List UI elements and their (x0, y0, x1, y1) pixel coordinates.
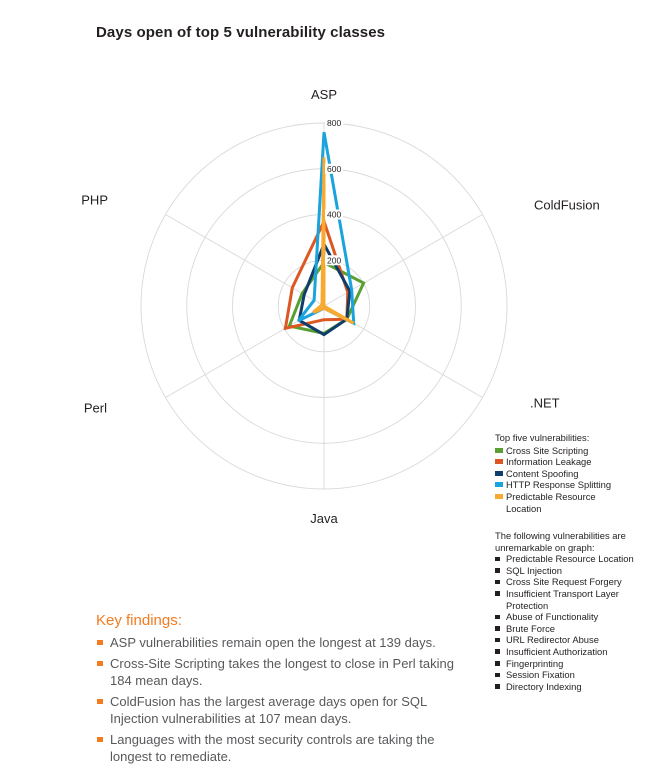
findings-heading: Key findings: (96, 612, 182, 629)
unremarkable-item: SQL Injection (495, 565, 652, 577)
series-line (312, 157, 355, 325)
legend-label: Content Spoofing (506, 467, 579, 479)
unremarkable-item: Abuse of Functionality (495, 611, 652, 623)
finding-text: Cross-Site Scripting takes the longest t… (110, 656, 454, 688)
radar-series (283, 131, 366, 337)
unremarkable-item: Brute Force (495, 623, 652, 635)
legend-item: Information Leakage (495, 456, 652, 468)
unremarkable-header: The following vulnerabilities are unrema… (495, 530, 626, 553)
grid-spoke (165, 214, 325, 307)
legend-item: Predictable Resource Location (495, 491, 624, 514)
unremarkable-item: URL Redirector Abuse (495, 634, 652, 646)
series-line (297, 240, 352, 337)
bullet-square-icon (495, 637, 500, 643)
legend: Top five vulnerabilities: Cross Site Scr… (495, 432, 652, 514)
finding-item: ColdFusion has the largest average days … (96, 693, 466, 727)
tick-label-bg (325, 163, 343, 174)
bullet-square-icon (97, 660, 103, 666)
unremarkable-label: Abuse of Functionality (506, 611, 599, 623)
legend-label: Information Leakage (506, 456, 592, 468)
bullet-square-icon (495, 614, 500, 620)
unremarkable-label: Directory Indexing (506, 680, 582, 692)
bullet-square-icon (495, 579, 500, 585)
legend-swatch (495, 493, 503, 499)
axis-label: Java (310, 511, 338, 526)
chart-title: Days open of top 5 vulnerability classes (96, 24, 386, 41)
finding-item: Cross-Site Scripting takes the longest t… (96, 655, 466, 689)
tick-label-bg (325, 118, 343, 128)
bullet-square-icon (495, 568, 500, 573)
unremarkable-item: Insufficient Authorization (495, 646, 652, 658)
unremarkable-item: Session Fixation (495, 669, 652, 681)
bullet-square-icon (495, 626, 500, 631)
unremarkable-label: URL Redirector Abuse (506, 634, 599, 646)
legend-item: Cross Site Scripting (495, 445, 652, 457)
tick-label-bg (325, 255, 343, 266)
legend-swatch (495, 447, 503, 453)
unremarkable-label: Insufficient Authorization (506, 645, 608, 657)
unremarkable-item: Directory Indexing (495, 681, 652, 693)
unremarkable-label: SQL Injection (506, 564, 562, 576)
bullet-square-icon (495, 672, 500, 678)
unremarkable-label: Session Fixation (506, 669, 575, 681)
unremarkable-item: Predictable Resource Location (495, 553, 652, 565)
axis-label: .NET (530, 396, 560, 411)
bullet-square-icon (495, 684, 500, 689)
radial-tick-label: 600 (327, 164, 341, 174)
radar-labels: 800 600 400 200 ASP ColdFusion .NET Java Perl PHP (81, 87, 600, 526)
unremarkable-label: Insufficient Transport Layer Protection (506, 587, 619, 611)
radial-tick-label: 800 (327, 118, 341, 128)
unremarkable-label: Cross Site Request Forgery (506, 576, 622, 588)
finding-item: Languages with the most security control… (96, 731, 466, 765)
finding-text: Languages with the most security control… (110, 732, 435, 764)
unremarkable-item: Insufficient Transport Layer Protection (495, 588, 634, 611)
tick-label-bg (325, 209, 343, 220)
unremarkable-label: Fingerprinting (506, 657, 564, 669)
unremarkable-label: Predictable Resource Location (506, 553, 634, 565)
bullet-square-icon (97, 639, 103, 645)
axis-label: ColdFusion (534, 198, 600, 213)
finding-text: ColdFusion has the largest average days … (110, 694, 427, 726)
legend-swatch (495, 482, 503, 488)
bullet-square-icon (495, 591, 500, 596)
legend-label: Cross Site Scripting (506, 444, 589, 456)
legend-item: Content Spoofing (495, 468, 652, 480)
unremarkable-label: Brute Force (506, 622, 555, 634)
unremarkable-item: Cross Site Request Forgery (495, 576, 652, 588)
unremarkable-list: The following vulnerabilities are unrema… (495, 530, 652, 692)
axis-label: Perl (84, 401, 107, 416)
legend-label: Predictable Resource Location (506, 490, 596, 514)
finding-item: ASP vulnerabilities remain open the long… (96, 634, 466, 651)
bullet-square-icon (495, 556, 500, 562)
radial-tick-label: 200 (327, 255, 341, 265)
finding-text: ASP vulnerabilities remain open the long… (110, 635, 436, 650)
bullet-square-icon (495, 661, 500, 666)
grid-spoke (165, 305, 325, 398)
bullet-square-icon (495, 649, 500, 654)
series-line (283, 217, 350, 331)
legend-swatch (495, 470, 503, 476)
axis-label: ASP (311, 87, 337, 102)
legend-swatch (495, 459, 503, 465)
axis-label: PHP (81, 193, 108, 208)
radial-tick-label: 400 (327, 210, 341, 220)
bullet-square-icon (97, 698, 103, 704)
legend-header: Top five vulnerabilities: (495, 432, 590, 443)
legend-label: HTTP Response Splitting (506, 479, 612, 491)
unremarkable-item: Fingerprinting (495, 658, 652, 670)
legend-item: HTTP Response Splitting (495, 479, 652, 491)
bullet-square-icon (97, 736, 103, 742)
key-findings: Key findings: ASP vulnerabilities remain… (96, 612, 466, 769)
